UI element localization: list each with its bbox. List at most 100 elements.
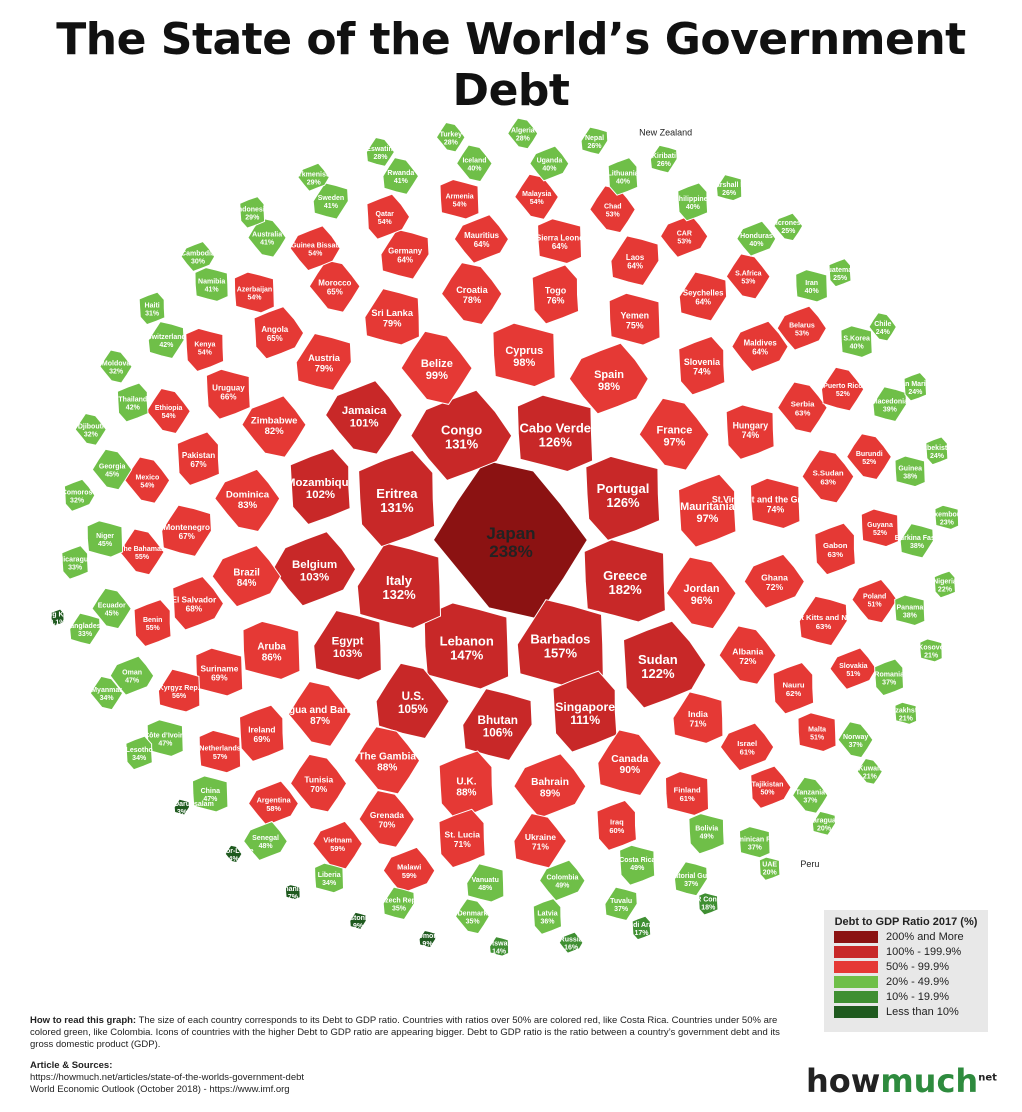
country-name: Austria — [308, 353, 341, 363]
country-value: 54% — [378, 219, 393, 226]
country-name: Micronesia — [770, 220, 807, 227]
country-value: 54% — [453, 201, 468, 208]
country-shape — [814, 522, 856, 576]
country-name: Slovenia — [684, 357, 720, 367]
country-shape — [933, 570, 956, 599]
country-shape — [99, 349, 133, 384]
country-value: 52% — [873, 530, 888, 537]
country-value: 53% — [677, 238, 692, 245]
country-shape — [89, 675, 124, 711]
sources-link[interactable]: https://howmuch.net/articles/state-of-th… — [30, 1072, 305, 1083]
country-value: 54% — [198, 350, 213, 357]
country-value: 83% — [238, 500, 258, 511]
legend-label: 20% - 49.9% — [886, 976, 949, 988]
country-value: 72% — [766, 582, 784, 592]
sources-credit: World Economic Outlook (October 2018) - … — [30, 1084, 290, 1095]
country-shape — [289, 753, 348, 813]
country-value: 45% — [105, 472, 120, 479]
country-name: Belgium — [292, 559, 337, 571]
country-shape — [423, 602, 510, 690]
country-shape — [382, 886, 416, 921]
country-name: Uzbekistan — [918, 445, 955, 452]
country-shape — [846, 433, 892, 481]
country-value: 17% — [634, 930, 649, 937]
country-shape — [678, 335, 726, 396]
country-shape — [185, 327, 225, 373]
country-value: 61% — [680, 794, 695, 803]
country-value: 63% — [827, 550, 843, 559]
country-value: 23% — [940, 519, 955, 526]
legend-item: 50% - 99.9% — [834, 961, 988, 973]
country-dominican-rep: Dominican Rep.37% — [728, 826, 781, 859]
country-name: Ecuador — [98, 603, 126, 610]
brand-logo[interactable]: howmuchnet — [806, 1062, 997, 1100]
country-shape — [349, 911, 367, 930]
country-value: 39% — [883, 406, 898, 413]
country-value: 71% — [689, 718, 706, 728]
country-shape — [749, 477, 801, 530]
country-name: Jamaica — [342, 405, 387, 417]
country-name: Jordan — [683, 583, 719, 595]
country-value: 131% — [445, 437, 479, 452]
country-name: Norway — [843, 734, 868, 741]
country-value: 70% — [310, 784, 327, 794]
legend-label: 200% and More — [886, 931, 964, 943]
country-value: 96% — [691, 595, 713, 607]
country-name: Nauru — [782, 680, 804, 689]
country-name: Belize — [421, 358, 453, 370]
country-name: Djibouti — [78, 424, 104, 431]
country-value: 40% — [616, 179, 631, 186]
country-value: 55% — [135, 554, 150, 561]
country-value: 69% — [211, 673, 228, 683]
country-name: Iraq — [610, 818, 624, 827]
country-name: Moldova — [102, 361, 130, 368]
country-shape — [440, 262, 503, 326]
country-shape — [673, 861, 708, 897]
country-name: Morocco — [318, 278, 351, 287]
country-shape — [672, 691, 724, 744]
country-name: Congo — [441, 423, 482, 438]
country-value: 40% — [542, 166, 557, 173]
country-value: 30% — [191, 259, 206, 266]
country-value: 34% — [132, 755, 147, 762]
country-value: 79% — [383, 318, 402, 328]
country-shape — [438, 750, 494, 820]
country-shape — [619, 844, 656, 886]
country-name: Greece — [603, 568, 647, 583]
country-value: 64% — [695, 298, 711, 307]
country-shape — [596, 799, 637, 851]
country-name: Vanuatu — [472, 877, 499, 884]
country-value: 34% — [100, 695, 115, 702]
country-shape — [375, 662, 450, 740]
country-shape — [492, 322, 556, 388]
country-value: 49% — [630, 865, 645, 872]
legend-swatch — [834, 961, 878, 973]
country-shape — [91, 587, 132, 630]
